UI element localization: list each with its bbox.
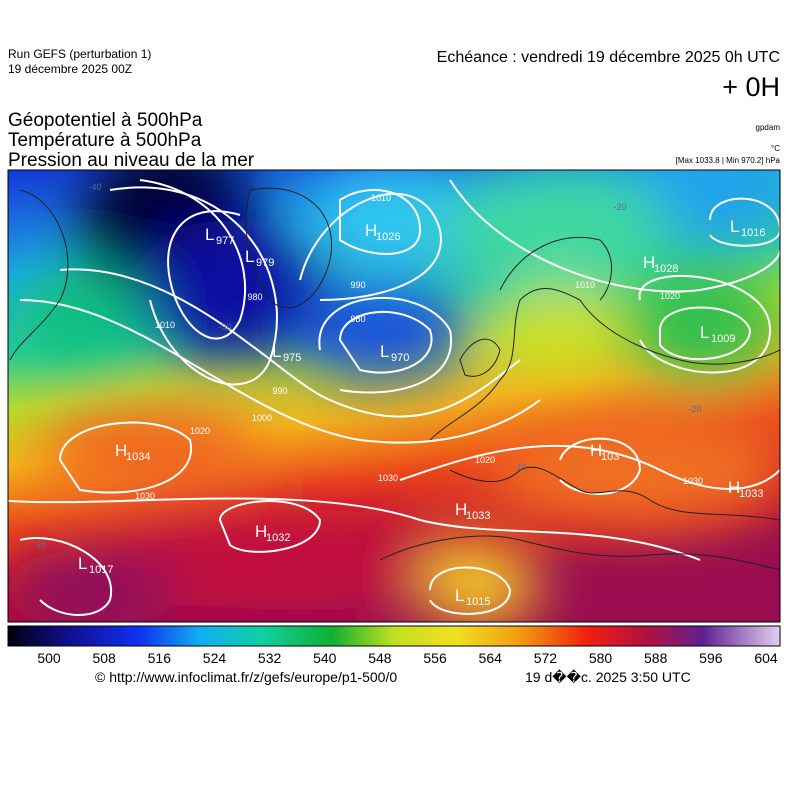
temperature-label: -40 bbox=[88, 182, 101, 192]
colorbar-label: 508 bbox=[92, 650, 116, 666]
valid-time: Echéance : vendredi 19 décembre 2025 0h … bbox=[437, 49, 780, 66]
isobar-label: 1020 bbox=[660, 291, 680, 301]
colorbar bbox=[7, 625, 781, 647]
pressure-center: L 970 bbox=[380, 342, 409, 364]
pressure-center-kind: L bbox=[205, 225, 214, 244]
isobar-label: 1010 bbox=[371, 193, 391, 203]
isobar-label: 1020 bbox=[475, 455, 495, 465]
isobar-label: 1020 bbox=[190, 426, 210, 436]
pressure-center-kind: L bbox=[245, 247, 254, 266]
isobar-label: 1010 bbox=[155, 320, 175, 330]
isobars bbox=[8, 179, 780, 616]
pressure-center-kind: L bbox=[78, 554, 87, 573]
pressure-center-kind: L bbox=[380, 342, 389, 361]
pressure-center-value: 1026 bbox=[376, 231, 400, 243]
pressure-center-kind: H bbox=[365, 221, 377, 240]
run-date: 19 décembre 2025 00Z bbox=[8, 62, 132, 76]
pressure-center-kind: L bbox=[455, 586, 464, 605]
temperature-label: -10 bbox=[33, 540, 46, 550]
coastlines bbox=[9, 187, 780, 571]
isobar-label: 1030 bbox=[683, 476, 703, 486]
colorbar-label: 588 bbox=[644, 650, 668, 666]
colorbar-label: 532 bbox=[258, 650, 282, 666]
unit-pressure-range: [Max 1033.8 | Min 970.2] hPa bbox=[676, 156, 781, 165]
pressure-center-value: 103 bbox=[601, 451, 619, 463]
isobar-label: 1000 bbox=[252, 413, 272, 423]
pressure-center-kind: H bbox=[590, 441, 602, 460]
pressure-center-value: 1016 bbox=[741, 227, 765, 239]
pressure-center-value: 1033 bbox=[466, 510, 490, 522]
colorbar-label: 604 bbox=[754, 650, 778, 666]
colorbar-label: 556 bbox=[423, 650, 447, 666]
colorbar-label: 516 bbox=[148, 650, 172, 666]
pressure-center-value: 1034 bbox=[126, 451, 150, 463]
forecast-offset: + 0H bbox=[722, 72, 780, 102]
pressure-center-kind: L bbox=[700, 323, 709, 342]
temperature-label: -30 bbox=[218, 322, 231, 332]
unit-gpdam: gpdam bbox=[756, 123, 781, 132]
pressure-center-value: 1017 bbox=[89, 564, 113, 576]
isobar-label: 1010 bbox=[575, 280, 595, 290]
pressure-center-kind: H bbox=[115, 441, 127, 460]
isobar-label: 990 bbox=[350, 280, 365, 290]
map-field bbox=[8, 170, 780, 622]
generated-time: 19 d��c. 2025 3:50 UTC bbox=[525, 669, 691, 685]
isobar-label: 980 bbox=[350, 314, 365, 324]
colorbar-label: 580 bbox=[589, 650, 613, 666]
pressure-center-kind: H bbox=[255, 522, 267, 541]
run-label: Run GEFS (perturbation 1) bbox=[8, 47, 151, 61]
temperature-label: -20 bbox=[688, 404, 701, 414]
isobar-label: 1030 bbox=[378, 473, 398, 483]
colorbar-label: 572 bbox=[534, 650, 558, 666]
pressure-center-value: 970 bbox=[391, 352, 409, 364]
pressure-center-kind: L bbox=[272, 342, 281, 361]
pressure-center: L 1016 bbox=[730, 217, 765, 239]
pressure-center-kind: H bbox=[455, 500, 467, 519]
pressure-center-value: 1009 bbox=[711, 333, 735, 345]
title-pressure: Pression au niveau de la mer bbox=[8, 150, 255, 171]
pressure-center-value: 1015 bbox=[466, 596, 490, 608]
source-url: © http://www.infoclimat.fr/z/gefs/europe… bbox=[95, 669, 397, 685]
pressure-center-kind: H bbox=[643, 253, 655, 272]
isobar-label: 990 bbox=[272, 386, 287, 396]
unit-celsius: °C bbox=[771, 144, 780, 153]
pressure-center-value: 977 bbox=[216, 235, 234, 247]
colorbar-label: 500 bbox=[37, 650, 61, 666]
colorbar-label: 540 bbox=[313, 650, 337, 666]
temperature-label: -10 bbox=[513, 462, 526, 472]
temperature-label: -20 bbox=[613, 202, 626, 212]
pressure-center: L 1015 bbox=[455, 586, 490, 608]
pressure-center: L 975 bbox=[272, 342, 301, 364]
pressure-center-kind: L bbox=[730, 217, 739, 236]
pressure-center: L 979 bbox=[245, 247, 274, 269]
title-geopotential: Géopotentiel à 500hPa bbox=[8, 110, 203, 131]
pressure-center: L 1009 bbox=[700, 323, 735, 345]
title-temperature: Température à 500hPa bbox=[8, 130, 202, 151]
pressure-center: L 1017 bbox=[78, 554, 113, 576]
isobar-label: 980 bbox=[247, 292, 262, 302]
pressure-center: L 977 bbox=[205, 225, 234, 247]
pressure-center-value: 1033 bbox=[739, 488, 763, 500]
pressure-center-kind: H bbox=[728, 478, 740, 497]
pressure-center-value: 979 bbox=[256, 257, 274, 269]
isobar-label: 1030 bbox=[135, 491, 155, 501]
pressure-center-value: 1032 bbox=[266, 532, 290, 544]
colorbar-label: 548 bbox=[368, 650, 392, 666]
colorbar-label: 596 bbox=[699, 650, 723, 666]
colorbar-label: 524 bbox=[203, 650, 227, 666]
pressure-center-value: 975 bbox=[283, 352, 301, 364]
colorbar-label: 564 bbox=[479, 650, 503, 666]
pressure-center-value: 1028 bbox=[654, 263, 678, 275]
